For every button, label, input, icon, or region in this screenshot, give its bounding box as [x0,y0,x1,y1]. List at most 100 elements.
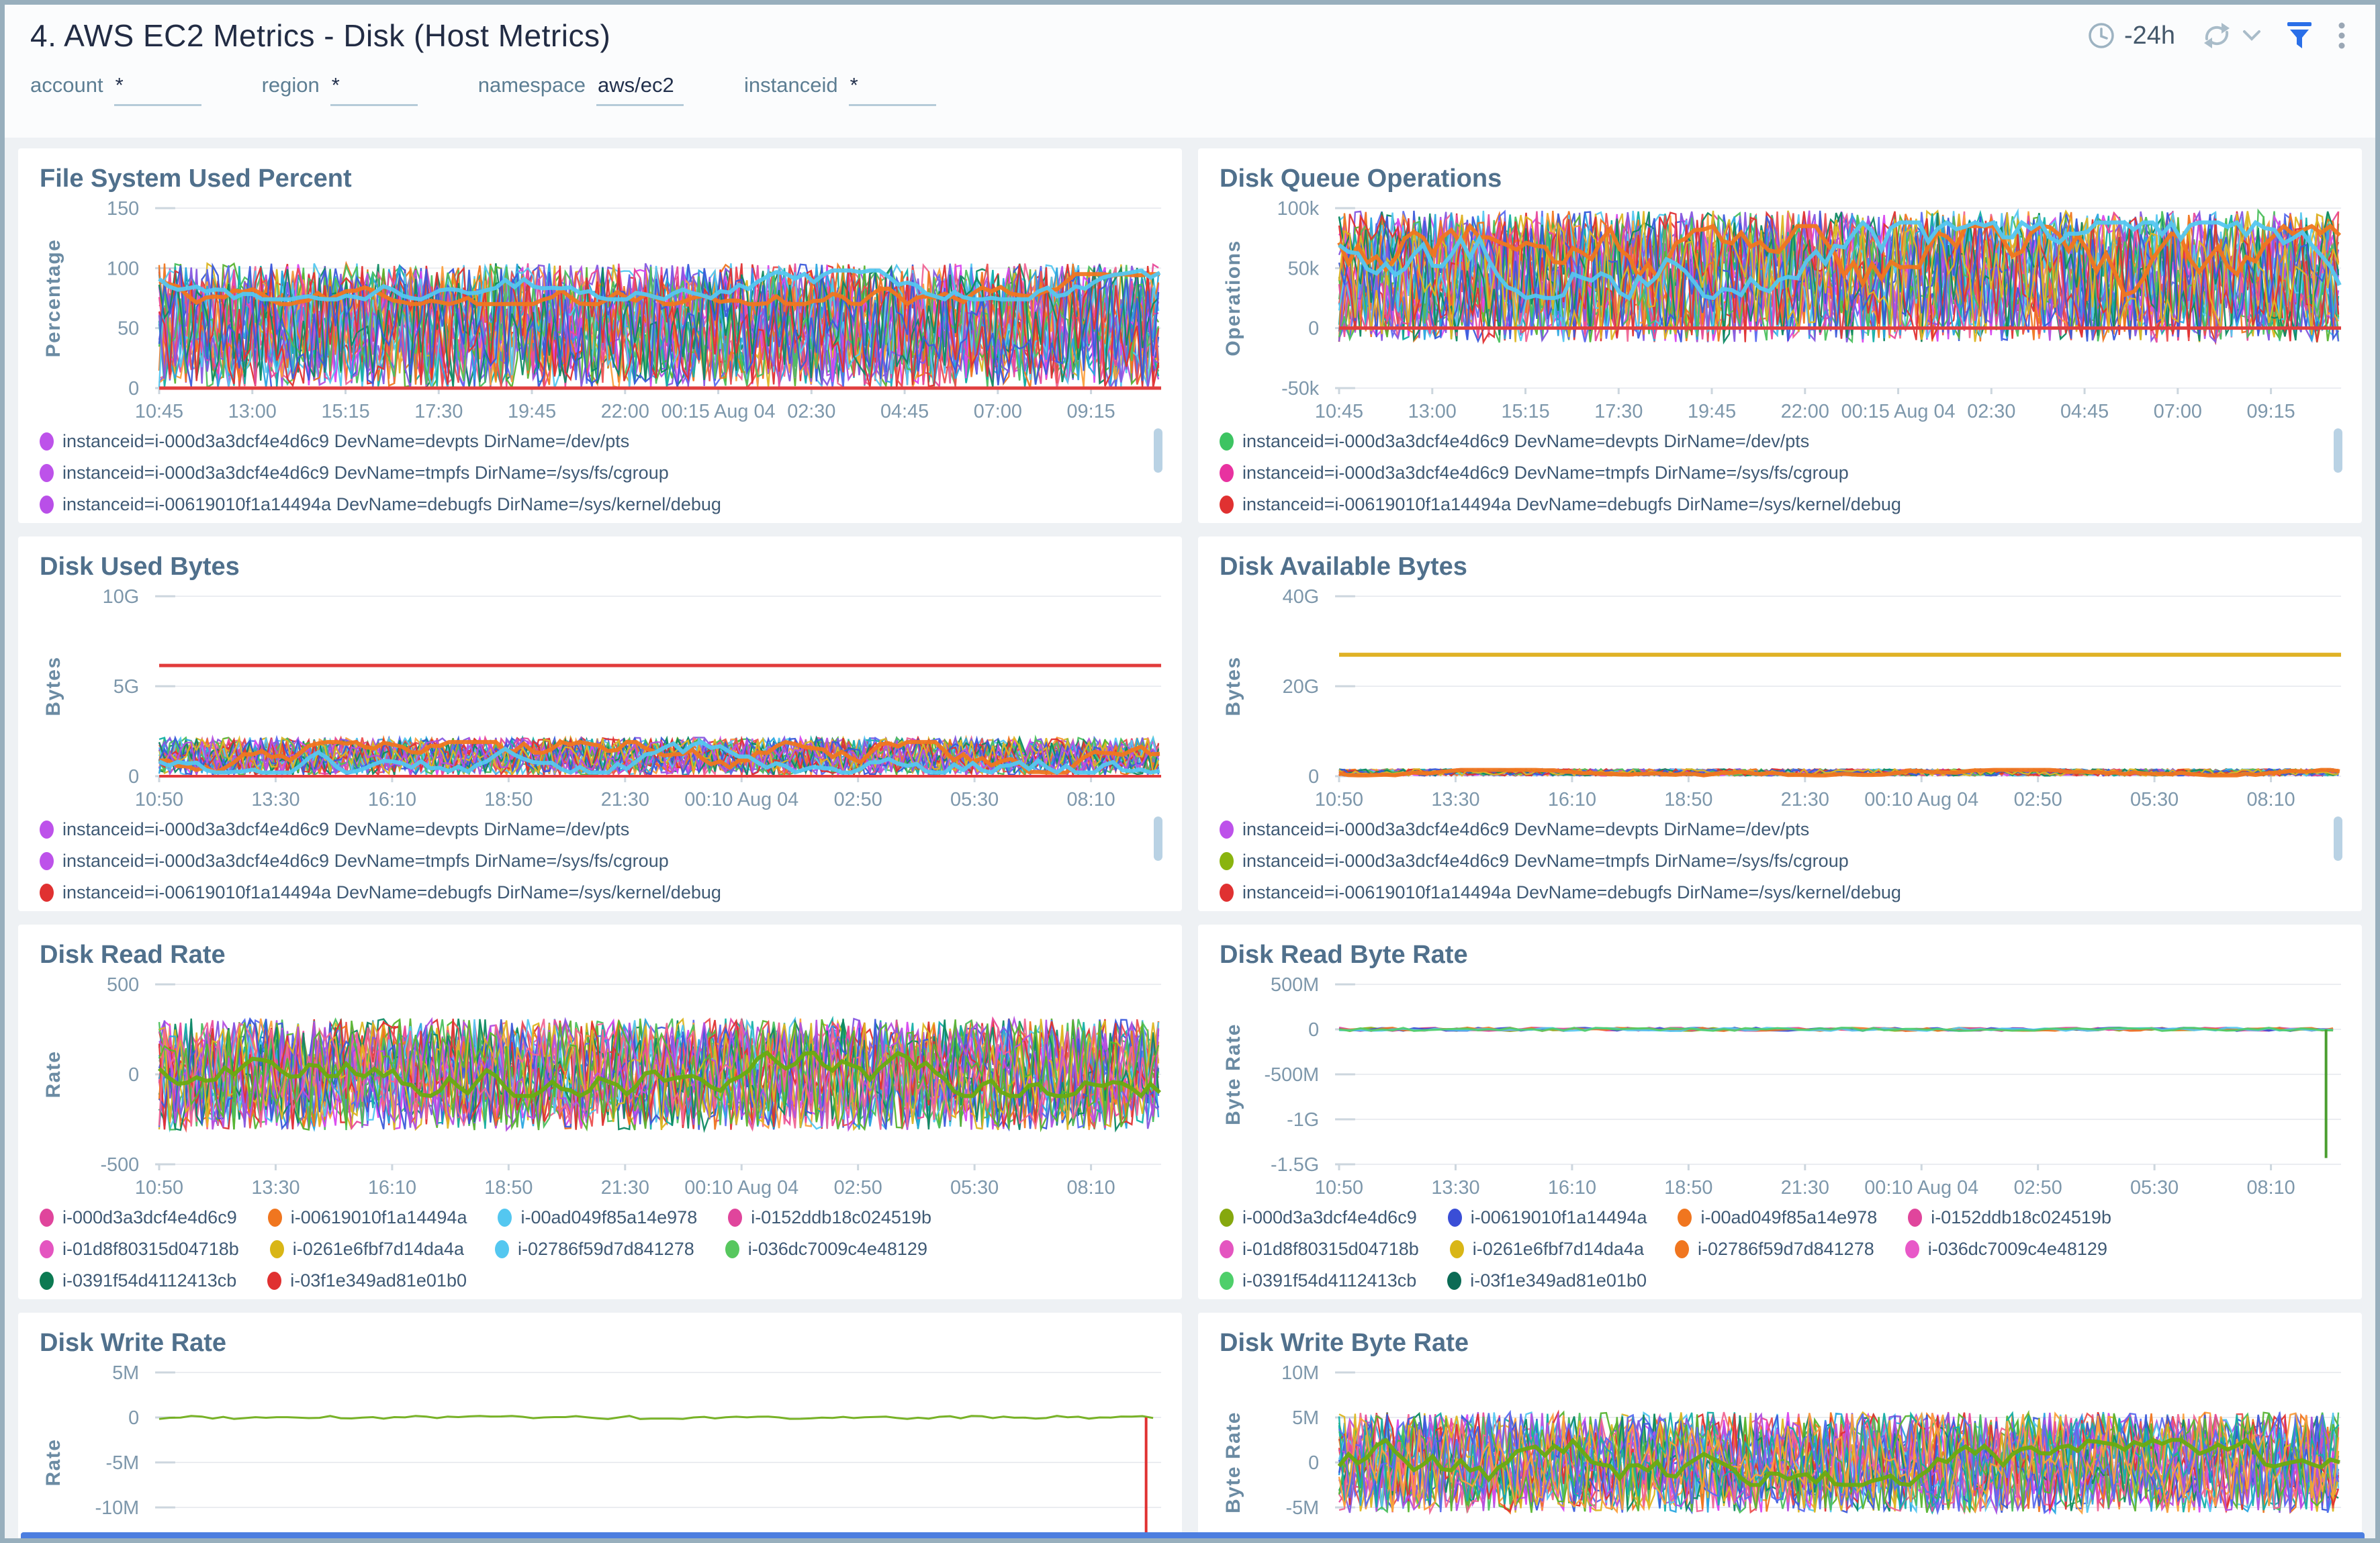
filter-namespace-input[interactable]: aws/ec2 [596,73,684,106]
time-range-button[interactable]: -24h [2087,21,2175,50]
legend-item[interactable]: i-01d8f80315d04718b [1220,1239,1419,1260]
legend-scrollbar[interactable] [1154,428,1162,473]
legend-item[interactable]: i-03f1e349ad81e01b0 [1447,1270,1647,1291]
legend-item[interactable]: i-0152ddb18c024519b [1908,1207,2111,1228]
legend-item[interactable]: i-02786f59d7d841278 [1674,1239,1874,1260]
dashboard-header: 4. AWS EC2 Metrics - Disk (Host Metrics)… [5,5,2375,66]
legend-item[interactable]: i-0152ddb18c024519b [728,1207,931,1228]
legend-dot [1220,432,1234,451]
legend-item[interactable]: instanceid=i-00619010f1a14494a DevName=d… [40,494,721,515]
svg-text:08:10: 08:10 [1067,1177,1115,1199]
chart-legend: instanceid=i-000d3a3dcf4e4d6c9 DevName=d… [36,423,1164,518]
legend-item[interactable]: instanceid=i-00619010f1a14494a DevName=d… [40,882,721,903]
horizontal-scrollbar[interactable] [21,1532,2365,1538]
filter-toggle-button[interactable] [2285,21,2314,50]
legend-item[interactable]: i-00ad049f85a14e978 [1678,1207,1877,1228]
chart-canvas[interactable]: 150 100 50 010:45 13:00 15:15 17:30 19:45 22:00 0… [36,195,1164,423]
legend-item[interactable]: i-000d3a3dcf4e4d6c9 [1220,1207,1417,1228]
more-menu-button[interactable] [2338,21,2346,50]
chart-canvas[interactable]: 10G 5G 010:50 13:30 16:10 18:50 21:30 00:10 Aug… [36,583,1164,811]
legend-dot [40,1209,54,1227]
legend-item[interactable]: i-01d8f80315d04718b [40,1239,239,1260]
legend-item[interactable]: i-000d3a3dcf4e4d6c9 [40,1207,237,1228]
filter-funnel-icon [2287,22,2312,48]
legend-scrollbar[interactable] [1154,816,1162,861]
svg-text:0: 0 [128,1064,139,1086]
filter-label: account [30,73,103,97]
legend-item[interactable]: i-0261e6fbf7d14da4a [269,1239,464,1260]
svg-text:Byte Rate: Byte Rate [1222,1023,1244,1125]
legend-item[interactable]: i-0391f54d4112413cb [40,1270,236,1291]
filter-region-input[interactable]: * [330,73,418,106]
legend-item[interactable]: instanceid=i-00619010f1a14494a DevName=d… [1220,882,1901,903]
svg-text:07:00: 07:00 [2154,401,2202,422]
svg-text:00:10 Aug 04: 00:10 Aug 04 [684,1177,798,1199]
svg-text:08:10: 08:10 [2247,789,2295,810]
legend-label: instanceid=i-000d3a3dcf4e4d6c9 DevName=d… [62,819,630,839]
filter-account-input[interactable]: * [113,73,201,106]
svg-text:Percentage: Percentage [42,239,64,358]
chart-canvas[interactable]: 10M5M0-5M-10M10:5013:3016:1018:5021:3000… [1216,1359,2344,1543]
chart-panel: Disk Available Bytes 40G 20G 0 10:50 13:30 16:… [1198,536,2362,911]
chart-canvas[interactable]: 40G 20G 010:50 13:30 16:10 18:50 21:30 00:10 Au… [1216,583,2344,811]
chart-title: Disk Used Bytes [40,553,240,581]
legend-item[interactable]: i-03f1e349ad81e01b0 [267,1270,467,1291]
refresh-button[interactable] [2199,20,2261,51]
legend-scrollbar[interactable] [2334,428,2342,473]
legend-item[interactable]: i-0261e6fbf7d14da4a [1449,1239,1644,1260]
svg-text:21:30: 21:30 [601,789,649,810]
svg-text:50k: 50k [1288,258,1320,279]
svg-text:10:45: 10:45 [1315,401,1363,422]
legend-item[interactable]: instanceid=i-000d3a3dcf4e4d6c9 DevName=d… [1220,431,1809,452]
svg-text:0: 0 [128,766,139,788]
legend-item[interactable]: instanceid=i-000d3a3dcf4e4d6c9 DevName=d… [40,819,629,840]
legend-scrollbar[interactable] [2334,816,2342,861]
legend-dot [1220,1272,1234,1290]
filter-label: region [261,73,320,97]
legend-item[interactable]: instanceid=i-000d3a3dcf4e4d6c9 DevName=t… [40,463,669,483]
legend-label: i-03f1e349ad81e01b0 [290,1270,467,1291]
legend-dot [1905,1240,1919,1258]
svg-text:13:30: 13:30 [1431,789,1479,810]
svg-text:5M: 5M [1292,1407,1319,1429]
chart-title: Disk Available Bytes [1220,553,1467,581]
svg-text:0: 0 [128,1407,139,1429]
legend-item[interactable]: instanceid=i-000d3a3dcf4e4d6c9 DevName=t… [40,851,669,872]
legend-dot [1220,1209,1234,1227]
legend-item[interactable]: i-036dc7009c4e48129 [725,1239,927,1260]
svg-text:40G: 40G [1283,586,1319,608]
legend-item[interactable]: i-036dc7009c4e48129 [1905,1239,2107,1260]
filter-label: namespace [477,73,586,97]
legend-item[interactable]: instanceid=i-000d3a3dcf4e4d6c9 DevName=d… [40,431,629,452]
svg-text:09:15: 09:15 [1067,401,1115,422]
filter-label: instanceid [744,73,838,97]
legend-item[interactable]: instanceid=i-000d3a3dcf4e4d6c9 DevName=t… [1220,851,1849,872]
filter-instanceid: instanceid * [744,73,936,106]
legend-item[interactable]: i-0391f54d4112413cb [1220,1270,1416,1291]
svg-text:16:10: 16:10 [368,789,416,810]
legend-item[interactable]: i-00ad049f85a14e978 [498,1207,697,1228]
filter-instanceid-input[interactable]: * [848,73,936,106]
svg-text:10:50: 10:50 [1315,1177,1363,1199]
legend-dot [40,464,54,482]
svg-text:18:50: 18:50 [484,1177,533,1199]
chart-legend: instanceid=i-000d3a3dcf4e4d6c9 DevName=d… [36,811,1164,906]
legend-item[interactable]: i-02786f59d7d841278 [494,1239,694,1260]
legend-dot [1908,1209,1923,1227]
chart-panel: Disk Write Byte Rate10M5M0-5M-10M10:5013… [1198,1313,2362,1543]
legend-item[interactable]: instanceid=i-00619010f1a14494a DevName=d… [1220,494,1901,515]
legend-label: instanceid=i-000d3a3dcf4e4d6c9 DevName=d… [62,431,630,451]
chart-legend: instanceid=i-000d3a3dcf4e4d6c9 DevName=d… [1216,423,2344,518]
legend-label: i-00619010f1a14494a [1470,1207,1647,1227]
legend-item[interactable]: instanceid=i-000d3a3dcf4e4d6c9 DevName=d… [1220,819,1809,840]
legend-item[interactable]: i-00619010f1a14494a [267,1207,467,1228]
legend-item[interactable]: instanceid=i-000d3a3dcf4e4d6c9 DevName=t… [1220,463,1849,483]
svg-text:22:00: 22:00 [1781,401,1829,422]
chart-canvas[interactable]: 5M0-5M-10M-15M10:5013:3016:1018:5021:300… [36,1359,1164,1543]
legend-dot [40,852,54,870]
clock-icon [2089,23,2114,48]
legend-item[interactable]: i-00619010f1a14494a [1447,1207,1647,1228]
